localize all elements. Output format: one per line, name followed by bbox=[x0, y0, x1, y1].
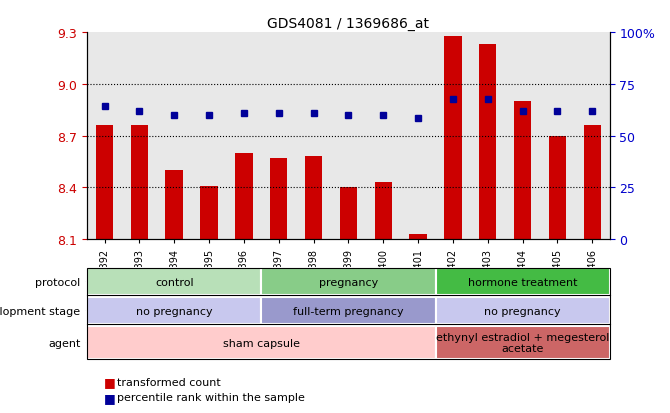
Bar bbox=[122, 33, 157, 240]
Text: percentile rank within the sample: percentile rank within the sample bbox=[117, 392, 305, 402]
Text: transformed count: transformed count bbox=[117, 377, 221, 387]
Bar bbox=[549, 136, 566, 240]
Bar bbox=[436, 33, 470, 240]
Bar bbox=[401, 33, 436, 240]
Bar bbox=[514, 102, 531, 240]
Bar bbox=[340, 188, 357, 240]
Text: no pregnancy: no pregnancy bbox=[136, 306, 212, 316]
Bar bbox=[157, 33, 192, 240]
Text: pregnancy: pregnancy bbox=[319, 277, 378, 287]
Bar bbox=[131, 126, 148, 240]
Text: ■: ■ bbox=[104, 391, 116, 404]
Bar bbox=[200, 186, 218, 240]
Bar bbox=[540, 33, 575, 240]
Bar bbox=[270, 159, 287, 240]
Text: development stage: development stage bbox=[0, 306, 80, 316]
Bar bbox=[584, 126, 601, 240]
Bar bbox=[366, 33, 401, 240]
Text: control: control bbox=[155, 277, 194, 287]
Bar bbox=[444, 36, 462, 240]
Bar bbox=[575, 33, 610, 240]
Bar bbox=[235, 154, 253, 240]
Bar bbox=[305, 157, 322, 240]
Text: hormone treatment: hormone treatment bbox=[468, 277, 578, 287]
Bar bbox=[87, 33, 122, 240]
Bar bbox=[226, 33, 261, 240]
Text: ■: ■ bbox=[104, 375, 116, 389]
Bar bbox=[409, 234, 427, 240]
Bar bbox=[505, 33, 540, 240]
Title: GDS4081 / 1369686_at: GDS4081 / 1369686_at bbox=[267, 17, 429, 31]
Bar bbox=[470, 33, 505, 240]
Text: ethynyl estradiol + megesterol
acetate: ethynyl estradiol + megesterol acetate bbox=[436, 332, 609, 354]
Bar bbox=[96, 126, 113, 240]
Bar bbox=[261, 33, 296, 240]
Bar bbox=[375, 183, 392, 240]
Text: full-term pregnancy: full-term pregnancy bbox=[293, 306, 404, 316]
Text: sham capsule: sham capsule bbox=[223, 338, 299, 348]
Bar bbox=[192, 33, 226, 240]
Bar bbox=[479, 45, 496, 240]
Text: protocol: protocol bbox=[35, 277, 80, 287]
Bar bbox=[296, 33, 331, 240]
Text: agent: agent bbox=[48, 338, 80, 348]
Bar bbox=[165, 171, 183, 240]
Text: no pregnancy: no pregnancy bbox=[484, 306, 561, 316]
Bar bbox=[331, 33, 366, 240]
